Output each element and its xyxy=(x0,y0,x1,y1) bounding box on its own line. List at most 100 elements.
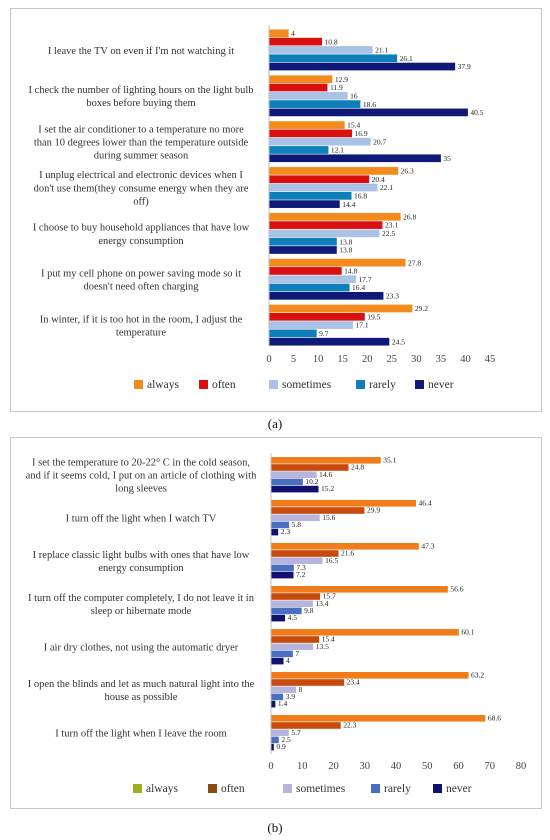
category-label: I turn off the computer completely, I do… xyxy=(28,593,255,617)
bar-sometimes xyxy=(269,137,371,146)
legend-swatch-often xyxy=(208,784,217,793)
data-label: 13.8 xyxy=(339,237,352,246)
bar-never xyxy=(269,154,441,163)
panel-label-a: (a) xyxy=(267,416,283,431)
bar-rarely xyxy=(269,191,352,200)
x-tick-label: 30 xyxy=(360,761,371,772)
data-label: 4 xyxy=(286,656,290,665)
data-label: 14.6 xyxy=(319,470,332,479)
legend-swatch-sometimes xyxy=(269,380,278,389)
data-label: 15.2 xyxy=(321,484,334,493)
data-label: 37.9 xyxy=(458,62,471,71)
bar-often xyxy=(271,593,321,600)
bar-never xyxy=(271,528,279,536)
data-label: 17.1 xyxy=(355,321,368,330)
category-label: I set the air conditioner to a temperatu… xyxy=(34,124,249,161)
data-label: 2.5 xyxy=(281,735,291,744)
bar-never xyxy=(271,743,274,751)
legend-label-often: often xyxy=(221,783,245,795)
bar-always xyxy=(271,715,486,722)
data-label: 15.7 xyxy=(323,592,336,601)
data-label: 9.8 xyxy=(304,606,314,615)
data-label: 27.8 xyxy=(408,258,421,267)
bar-often xyxy=(269,37,323,46)
data-label: 7.3 xyxy=(296,563,306,572)
x-tick-label: 30 xyxy=(411,354,422,365)
legend-swatch-rarely xyxy=(371,784,380,793)
legend-label-often: often xyxy=(212,379,236,391)
bar-rarely xyxy=(271,607,302,615)
data-label: 68.6 xyxy=(488,713,501,722)
legend-label-rarely: rarely xyxy=(369,379,396,391)
bar-always xyxy=(269,29,289,38)
data-label: 14.4 xyxy=(342,200,355,209)
data-label: 5.8 xyxy=(292,520,302,529)
bar-sometimes xyxy=(271,514,320,521)
bar-never xyxy=(271,700,276,708)
bar-always xyxy=(269,167,399,175)
bar-rarely xyxy=(271,650,293,658)
bar-rarely xyxy=(269,146,329,154)
bar-never xyxy=(269,200,340,208)
x-tick-label: 15 xyxy=(337,354,348,365)
x-tick-label: 20 xyxy=(328,761,339,772)
data-label: 1.4 xyxy=(278,699,288,708)
chart-a: 4 10.8 21.1 26.1 37.9 I leave the TV on even … xyxy=(28,25,495,391)
data-label: 22.1 xyxy=(380,183,393,192)
category-label: I turn off the light when I leave the ro… xyxy=(55,729,227,740)
data-label: 9.7 xyxy=(319,329,329,338)
data-label: 26.1 xyxy=(400,54,413,63)
bar-often xyxy=(271,679,345,686)
bar-sometimes xyxy=(269,91,348,100)
bar-rarely xyxy=(269,100,361,108)
data-label: 17.7 xyxy=(358,275,371,284)
data-label: 46.4 xyxy=(419,498,432,507)
data-label: 16.8 xyxy=(354,191,367,200)
data-label: 35 xyxy=(443,154,451,163)
x-tick-label: 10 xyxy=(313,354,324,365)
bar-rarely xyxy=(269,283,350,292)
x-tick-label: 25 xyxy=(387,354,398,365)
data-label: 23.1 xyxy=(385,221,398,230)
bar-rarely xyxy=(271,564,294,572)
bar-always xyxy=(269,121,345,129)
data-label: 4 xyxy=(291,29,295,38)
data-label: 16.5 xyxy=(325,556,338,565)
data-label: 63.2 xyxy=(471,670,484,679)
data-label: 5.7 xyxy=(291,728,301,737)
bar-often xyxy=(271,464,349,471)
bar-often xyxy=(269,267,342,275)
bar-sometimes xyxy=(271,557,323,564)
x-tick-label: 50 xyxy=(422,761,433,772)
bar-never xyxy=(269,62,456,71)
category-label: I put my cell phone on power saving mode… xyxy=(41,268,241,292)
bar-rarely xyxy=(269,237,337,246)
x-tick-label: 40 xyxy=(391,761,402,772)
legend-swatch-sometimes xyxy=(283,784,292,793)
category-label: I open the blinds and let as much natura… xyxy=(28,679,255,703)
bar-always xyxy=(269,258,406,267)
legend-label-never: never xyxy=(446,783,472,795)
x-tick-label: 0 xyxy=(268,761,273,772)
x-tick-label: 60 xyxy=(453,761,464,772)
bar-often xyxy=(271,636,320,643)
bar-never xyxy=(271,485,319,493)
bar-always xyxy=(271,457,381,464)
data-label: 20.4 xyxy=(372,175,385,184)
bar-always xyxy=(271,586,448,593)
data-label: 2.3 xyxy=(281,527,291,536)
bar-often xyxy=(269,129,352,138)
bar-sometimes xyxy=(269,275,356,284)
bar-rarely xyxy=(269,329,317,338)
data-label: 22.5 xyxy=(382,229,395,238)
legend-label-rarely: rarely xyxy=(384,783,411,795)
bar-never xyxy=(269,291,384,300)
data-label: 23.4 xyxy=(347,678,360,687)
bar-never xyxy=(271,657,284,665)
bar-always xyxy=(269,75,333,84)
bar-rarely xyxy=(271,478,303,486)
legend-swatch-never xyxy=(433,784,442,793)
category-label: I choose to buy household appliances tha… xyxy=(33,223,250,247)
data-label: 8 xyxy=(299,685,303,694)
